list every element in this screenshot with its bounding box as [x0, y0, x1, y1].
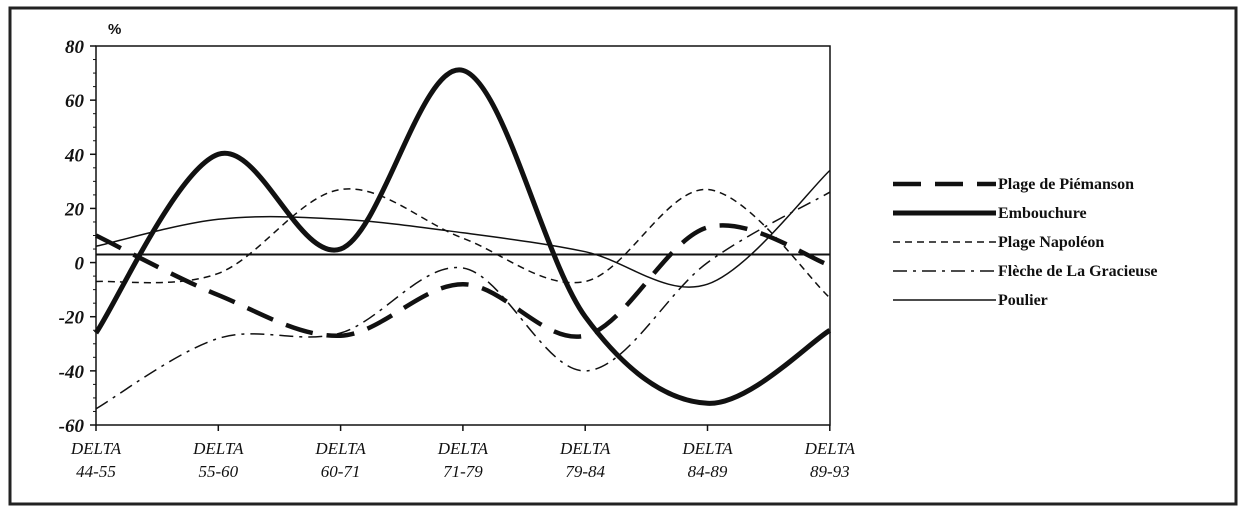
x-tick-label: 84-89	[688, 462, 728, 481]
series-line-3	[95, 188, 831, 299]
y-tick-label: -40	[59, 362, 85, 383]
x-tick-label: 89-93	[810, 462, 850, 481]
series-lines	[93, 67, 832, 410]
series-line-4	[95, 191, 831, 410]
x-tick-label: DELTA	[437, 439, 489, 458]
legend-label-1: Plage de Piémanson	[998, 176, 1134, 193]
legend-label-5: Poulier	[998, 292, 1048, 309]
x-tick-label: 44-55	[76, 462, 116, 481]
y-tick-label: -20	[59, 308, 85, 329]
x-tick-label: DELTA	[681, 439, 733, 458]
x-tick-label: DELTA	[314, 439, 366, 458]
x-tick-label: 55-60	[198, 462, 238, 481]
x-tick-label: 71-79	[443, 462, 483, 481]
series-line-2	[93, 67, 832, 406]
x-tick-label: 79-84	[565, 462, 605, 481]
series-line-1	[95, 223, 831, 339]
y-tick-label: 40	[64, 145, 85, 166]
x-tick-label: DELTA	[804, 439, 856, 458]
y-tick-label: 80	[65, 37, 85, 58]
y-axis-unit: %	[108, 21, 121, 38]
plot-area	[95, 45, 831, 426]
legend-label-3: Plage Napoléon	[998, 234, 1104, 251]
legend: Plage de Piémanson Embouchure Plage Napolé…	[893, 176, 1158, 309]
x-tick-label: DELTA	[559, 439, 611, 458]
axes: 80 60 40 20 0 -20 -40 -60 DELTA 44-55 DELTA 55-60 DE…	[59, 37, 856, 481]
legend-label-2: Embouchure	[998, 205, 1087, 222]
series-line-5	[95, 169, 831, 288]
y-tick-label: -60	[59, 416, 85, 437]
x-tick-label: 60-71	[321, 462, 361, 481]
x-tick-label: DELTA	[192, 439, 244, 458]
y-tick-label: 0	[75, 254, 85, 275]
legend-label-4: Flèche de La Gracieuse	[998, 263, 1158, 280]
x-tick-label: DELTA	[70, 439, 122, 458]
chart-frame	[8, 6, 1238, 506]
y-tick-label: 60	[65, 91, 85, 112]
y-tick-label: 20	[64, 199, 85, 220]
